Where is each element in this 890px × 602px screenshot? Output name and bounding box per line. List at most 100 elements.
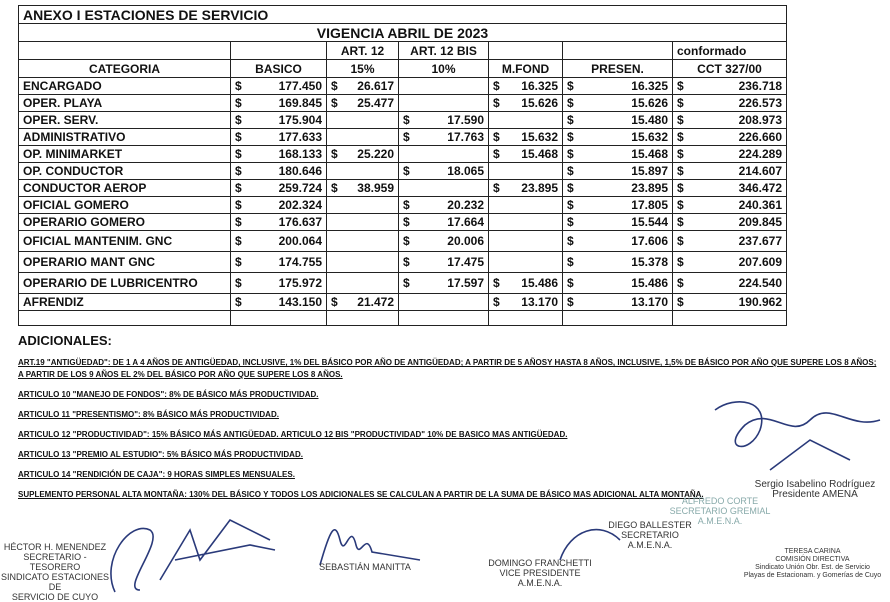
amount: 23.895: [521, 181, 558, 195]
currency: $: [235, 255, 242, 269]
amount: 177.450: [278, 79, 322, 93]
cell: $26.617: [326, 77, 399, 95]
cell: $224.540: [671, 272, 788, 294]
blank-row: [18, 310, 788, 326]
signature-line: Playas de Estacionam. y Gomerías de Cuyo: [743, 572, 882, 579]
cell: $20.232: [398, 196, 489, 214]
cell: $15.468: [562, 145, 673, 163]
amount: 226.660: [738, 130, 783, 144]
amount: 15.468: [631, 147, 668, 161]
currency: $: [677, 295, 684, 309]
additional-item: ARTICULO 12 "PRODUCTIVIDAD": 15% BÁSICO …: [18, 430, 568, 439]
currency: $: [235, 181, 242, 195]
money: $208.973: [677, 113, 782, 127]
amount: 207.609: [738, 255, 783, 269]
currency: $: [567, 147, 574, 161]
amount: 15.486: [631, 276, 668, 290]
cell: $17.590: [398, 111, 489, 129]
money: $175.904: [235, 113, 322, 127]
signature-stamp: Sergio Isabelino Rodríguez Presidente AME…: [740, 480, 890, 500]
cell: $176.637: [230, 213, 327, 231]
cell: $18.065: [398, 162, 489, 180]
currency: $: [677, 198, 684, 212]
additionals-title: ADICIONALES:: [18, 333, 112, 348]
money: $17.763: [403, 130, 484, 144]
cell: $23.895: [562, 179, 673, 197]
cell: [671, 310, 788, 326]
currency: $: [493, 130, 500, 144]
money: $177.450: [235, 79, 322, 93]
money: $15.378: [567, 255, 668, 269]
category: OFICIAL GOMERO: [18, 196, 231, 214]
signature-line: SINDICATO ESTACIONES DE: [0, 572, 110, 592]
currency: $: [403, 215, 410, 229]
category: OPERARIO DE LUBRICENTRO: [18, 272, 231, 294]
column-header: M.FOND: [488, 59, 563, 78]
amount: 17.606: [631, 234, 668, 248]
currency: $: [403, 198, 410, 212]
currency: $: [677, 130, 684, 144]
currency: $: [677, 147, 684, 161]
category: OP. CONDUCTOR: [18, 162, 231, 180]
signature-line: COMISIÓN DIRECTIVA: [775, 556, 850, 563]
currency: $: [235, 164, 242, 178]
currency: $: [403, 234, 410, 248]
amount: 176.637: [278, 215, 322, 229]
signature-line: A.M.E.N.A.: [697, 516, 743, 526]
currency: $: [677, 255, 684, 269]
cell: $17.606: [562, 230, 673, 252]
currency: $: [493, 147, 500, 161]
cell: $207.609: [671, 251, 788, 273]
table-row: OFICIAL MANTENIM. GNC $200.064 $20.006 $17.…: [18, 230, 788, 252]
amount: 20.232: [447, 198, 484, 212]
cell: $15.378: [562, 251, 673, 273]
cell: $15.632: [488, 128, 563, 146]
cell: $15.626: [562, 94, 673, 112]
signature-stamp: HÉCTOR H. MENENDEZ SECRETARIO - TESORERO S…: [0, 542, 110, 602]
signature-line: HÉCTOR H. MENENDEZ: [3, 542, 107, 552]
currency: $: [493, 276, 500, 290]
amount: 15.486: [521, 276, 558, 290]
signature-line: SECRETARIO: [621, 530, 679, 540]
cell: $17.597: [398, 272, 489, 294]
currency: $: [235, 295, 242, 309]
signature-line: A.M.E.N.A.: [517, 578, 563, 588]
currency: $: [331, 96, 338, 110]
currency: $: [403, 276, 410, 290]
money: $17.590: [403, 113, 484, 127]
money: $169.845: [235, 96, 322, 110]
currency: $: [493, 295, 500, 309]
money: $38.959: [331, 181, 394, 195]
amount: 23.895: [631, 181, 668, 195]
signature-line: SECRETARIO - TESORERO: [23, 552, 87, 572]
signature-line: DOMINGO FRANCHETTI: [488, 558, 592, 568]
currency: $: [235, 198, 242, 212]
currency: $: [235, 215, 242, 229]
money: $26.617: [331, 79, 394, 93]
currency: $: [493, 96, 500, 110]
currency: $: [403, 164, 410, 178]
cell: $177.450: [230, 77, 327, 95]
signature-stamp: SEBASTIÁN MANITTA: [300, 562, 430, 572]
currency: $: [567, 113, 574, 127]
money: $200.064: [235, 234, 322, 248]
cell: $17.475: [398, 251, 489, 273]
money: $236.718: [677, 79, 782, 93]
amount: 13.170: [631, 295, 668, 309]
currency: $: [331, 295, 338, 309]
currency: $: [493, 79, 500, 93]
money: $259.724: [235, 181, 322, 195]
currency: $: [677, 181, 684, 195]
amount: 16.325: [521, 79, 558, 93]
amount: 38.959: [357, 181, 394, 195]
cell: $25.220: [326, 145, 399, 163]
table-row: OPERARIO GOMERO $176.637 $17.664 $15.544 $20…: [18, 213, 788, 231]
table-row: AFRENDIZ $143.150 $21.472 $13.170 $13.170 $19…: [18, 293, 788, 311]
table-row: OPERARIO DE LUBRICENTRO $175.972 $17.597 $1…: [18, 272, 788, 294]
signature-line: SEBASTIÁN MANITTA: [319, 562, 411, 572]
money: $240.361: [677, 198, 782, 212]
amount: 15.544: [631, 215, 668, 229]
amount: 17.664: [447, 215, 484, 229]
amount: 168.133: [278, 147, 322, 161]
